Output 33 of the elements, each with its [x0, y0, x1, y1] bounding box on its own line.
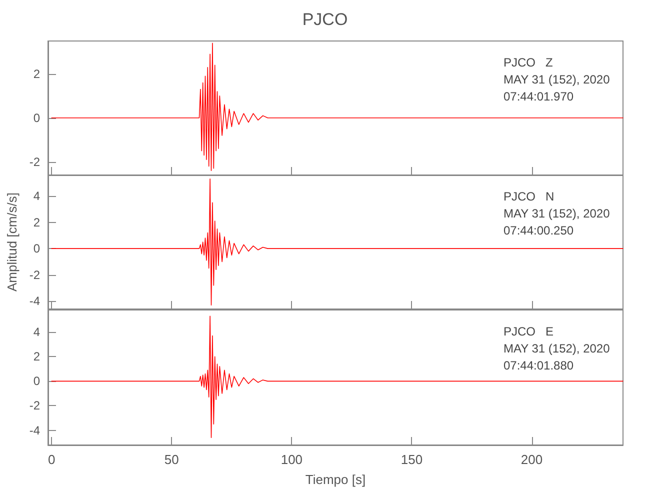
line-series — [51, 316, 624, 438]
y-tick-label: -2 — [29, 268, 40, 282]
y-tick-label: 0 — [33, 242, 40, 256]
annotation: PJCO E — [503, 324, 554, 338]
annotation: 07:44:01.880 — [503, 358, 574, 372]
annotation: 07:44:00.250 — [503, 224, 574, 238]
y-tick-label: 4 — [33, 325, 40, 340]
x-tick-label: 200 — [520, 452, 543, 467]
x-axis-title: Tiempo [s] — [305, 472, 366, 487]
annotation: MAY 31 (152), 2020 — [503, 342, 610, 356]
x-tick-label: 50 — [164, 452, 179, 467]
y-tick-label: 2 — [33, 66, 40, 81]
y-tick-label: -4 — [29, 423, 40, 438]
annotation: 07:44:01.970 — [503, 90, 574, 104]
annotation: PJCO Z — [503, 56, 553, 70]
y-tick-label: 0 — [33, 110, 40, 125]
line-series — [51, 178, 624, 306]
annotation: MAY 31 (152), 2020 — [503, 72, 610, 86]
y-tick-label: 2 — [33, 350, 40, 364]
y-tick-label: -4 — [29, 294, 40, 308]
line-series — [51, 42, 624, 172]
x-tick-label: 150 — [400, 452, 423, 467]
chart-title: PJCO — [302, 10, 348, 29]
y-tick-label: 2 — [33, 215, 40, 230]
y-tick-label: 0 — [33, 374, 40, 388]
x-tick-label: 0 — [48, 452, 56, 467]
annotation: PJCO N — [503, 190, 554, 204]
y-tick-label: -2 — [29, 398, 40, 413]
y-tick-label: -2 — [29, 154, 40, 169]
y-tick-label: 4 — [33, 189, 40, 204]
y-axis-title: Amplitud [cm/s/s] — [4, 192, 20, 292]
annotation: MAY 31 (152), 2020 — [503, 206, 610, 220]
x-tick-label: 100 — [280, 452, 303, 467]
